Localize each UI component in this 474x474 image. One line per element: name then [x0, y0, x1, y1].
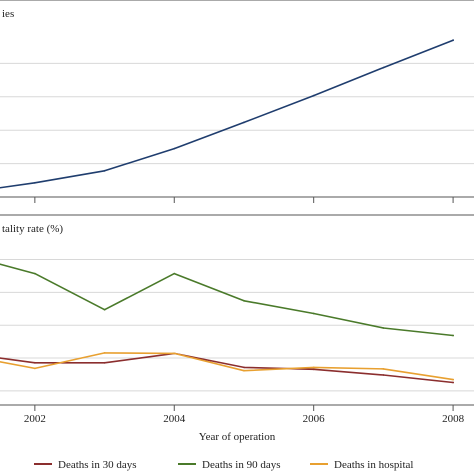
bottom-panel: tality rate (%) 2002 2004 2006 2008 [0, 214, 474, 425]
bottom-series-2-point [452, 378, 454, 381]
bottom-series-0-point [103, 361, 106, 364]
top-series-0-point [34, 181, 36, 184]
bottom-series-1-point [103, 308, 106, 311]
top-series-0-point [382, 66, 385, 69]
bottom-series-line-0 [0, 352, 454, 384]
bottom-series-2-point [103, 352, 106, 354]
bottom-series-2-point [243, 369, 245, 372]
bottom-series-2-point [173, 352, 176, 355]
legend: Deaths in 30 days Deaths in 90 days Deaths… [34, 459, 413, 471]
bottom-series-0-point [452, 381, 454, 384]
bottom-series-1-point [173, 272, 176, 275]
top-series-0-point [452, 39, 454, 42]
top-series-0-point [243, 121, 245, 124]
bottom-series-line-1 [0, 263, 454, 337]
bottom-series-0-point [382, 374, 385, 376]
top-series-line-0 [0, 39, 454, 189]
bottom-series-1-point [452, 334, 454, 337]
bottom-series-2-point [34, 367, 36, 370]
bottom-series-1-point [312, 312, 315, 315]
bottom-series-1-point [382, 327, 385, 329]
bottom-series-line-2 [0, 352, 454, 381]
top-series-0-point [312, 94, 315, 97]
x-axis-label: Year of operation [199, 431, 276, 443]
legend-label: Deaths in 90 days [202, 459, 281, 471]
bottom-series-0-point [34, 361, 36, 364]
x-tick-label: 2004 [163, 413, 186, 425]
bottom-y-axis-label: tality rate (%) [2, 223, 63, 235]
top-series-0-point [173, 147, 176, 150]
bottom-series-2-point [312, 366, 315, 369]
x-tick-label: 2006 [303, 413, 326, 425]
legend-label: Deaths in 30 days [58, 459, 137, 471]
top-panel: ies [0, 0, 474, 203]
legend-label: Deaths in hospital [334, 459, 413, 471]
top-series-0-point [103, 169, 106, 172]
top-y-axis-label: ies [2, 8, 14, 20]
bottom-series-1-point [243, 299, 245, 302]
bottom-series-2-point [382, 368, 385, 370]
bottom-series-0-point [243, 366, 245, 369]
bottom-series-1-point [34, 272, 36, 275]
bottom-series-0-point [312, 368, 315, 371]
x-tick-label: 2008 [442, 413, 465, 425]
x-tick-label: 2002 [24, 413, 46, 425]
